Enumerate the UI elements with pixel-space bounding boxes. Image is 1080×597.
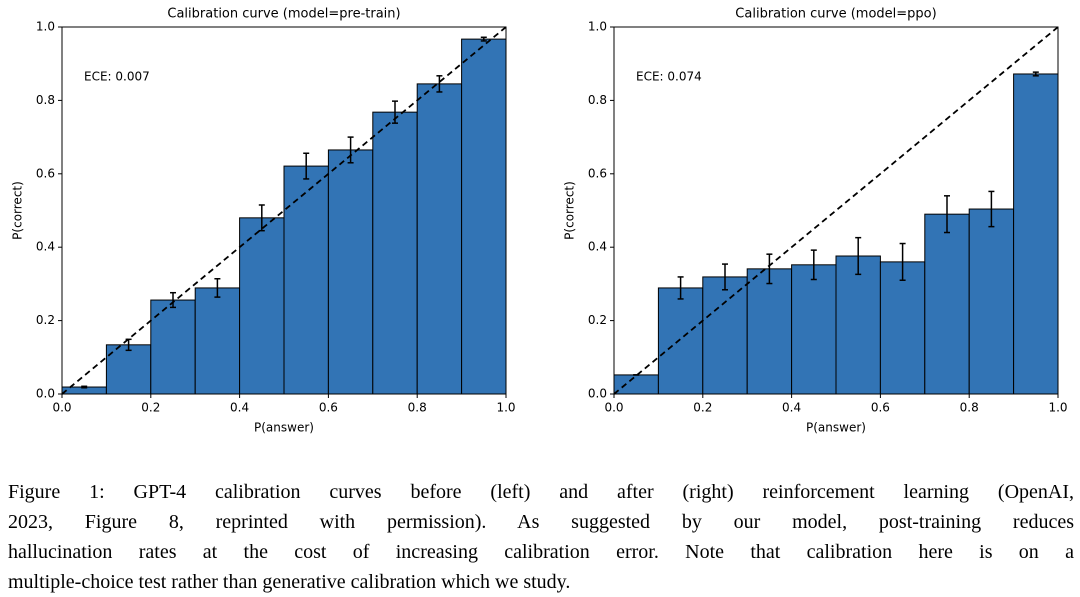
x-axis-label: P(answer) [254,421,314,435]
diagonal-reference [613,26,1059,395]
error-bar [677,276,684,300]
x-tick-label: 1.0 [496,401,515,415]
error-bar [766,253,773,285]
x-tick-label: 0.6 [871,401,890,415]
annotation: ECE: 0.007 [84,70,150,84]
caption-line: 2023, Figure 8, reprinted with permissio… [8,511,1074,533]
bar [968,208,1015,395]
error-bar [480,36,487,42]
y-tick-label: 0.8 [588,93,607,107]
bar [416,83,463,395]
bar [1013,73,1059,395]
y-tick-label: 0.4 [36,240,55,254]
x-tick-label: 0.6 [319,401,338,415]
x-axis-label: P(answer) [806,421,866,435]
x-tick-label: 0.0 [604,401,623,415]
bar [702,276,748,395]
error-bar [392,100,398,124]
caption-line: multiple-choice test rather than generat… [8,571,571,593]
y-tick-label: 1.0 [588,20,607,34]
annotation: ECE: 0.074 [636,70,702,84]
bar [746,268,793,395]
error-bar [170,291,176,309]
x-tick-label: 0.2 [141,401,160,415]
error-bar [944,195,950,234]
error-bar [722,263,728,291]
bar [372,111,418,395]
bar [327,149,374,395]
caption-line: Figure 1: GPT-4 calibration curves befor… [8,481,1074,503]
bar [461,38,507,395]
y-tick-label: 0.2 [36,313,55,327]
x-tick-label: 0.4 [230,401,249,415]
error-bar [855,236,862,276]
caption: Figure 1: GPT-4 calibration curves befor… [8,477,1074,597]
y-tick-label: 1.0 [36,20,55,34]
error-bar [810,249,817,281]
chart-title: Calibration curve (model=ppo) [735,7,936,22]
axes-frame [613,26,1059,395]
bar [613,374,659,395]
error-bar [81,385,88,389]
error-bar [347,136,354,164]
error-bar [125,338,132,352]
y-axis-label: P(correct) [11,181,25,240]
x-tick-label: 1.0 [1048,401,1067,415]
error-bar [303,152,310,180]
bar [283,165,329,395]
bar [791,264,837,395]
bar [239,217,285,395]
figure: Calibration curve (model=pre-train)0.0 0.… [11,7,1068,435]
bar [835,255,881,395]
x-tick-label: 0.2 [693,401,712,415]
bar [657,287,704,395]
error-bar [258,204,265,232]
y-tick-label: 0.4 [588,240,607,254]
error-bar [988,190,995,228]
y-tick-label: 0.6 [588,166,607,180]
x-tick-label: 0.4 [782,401,801,415]
caption-line: hallucination rates at the cost of incre… [8,541,1074,563]
axes-frame [61,26,507,395]
bar [879,261,926,395]
x-tick-label: 0.8 [960,401,979,415]
bar [924,213,970,395]
y-tick-label: 0.0 [588,387,607,401]
error-bar [1032,71,1039,77]
x-tick-label: 0.0 [52,401,71,415]
y-tick-label: 0.2 [588,313,607,327]
bar [194,287,241,395]
y-axis-label: P(correct) [563,181,577,240]
y-tick-label: 0.8 [36,93,55,107]
error-bar [436,75,443,93]
error-bar [899,242,906,281]
diagonal-reference [61,26,507,395]
error-bar [214,278,221,298]
chart-title: Calibration curve (model=pre-train) [167,7,400,22]
y-tick-label: 0.6 [36,166,55,180]
y-tick-label: 0.0 [36,387,55,401]
x-tick-label: 0.8 [408,401,427,415]
